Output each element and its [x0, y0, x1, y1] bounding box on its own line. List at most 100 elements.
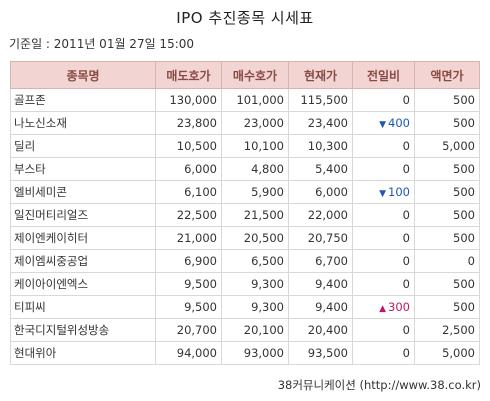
bid-price: 10,100 [221, 134, 289, 158]
current-price: 20,750 [288, 226, 353, 250]
ask-price: 20,700 [155, 318, 222, 342]
bid-price: 101,000 [221, 88, 289, 112]
stock-name: 엘비세미콘 [10, 180, 156, 204]
bid-price: 20,500 [221, 226, 289, 250]
price-change-value: 0 [402, 208, 410, 222]
stock-name: 일진머티리얼즈 [10, 203, 156, 227]
source-credit: 38커뮤니케이션 (http://www.38.co.kr) [277, 378, 481, 392]
bid-price: 23,000 [221, 111, 289, 135]
bid-price: 9,300 [221, 295, 289, 319]
price-change-value: 0 [402, 139, 410, 153]
price-change: 0 [352, 341, 415, 365]
stock-name: 부스타 [10, 157, 156, 181]
par-value: 500 [414, 272, 480, 296]
table-row: 한국디지털위성방송 20,700 20,100 20,400 0 2,500 [10, 318, 480, 342]
table-row: 나노신소재 23,800 23,000 23,400 ▼ 400 500 [10, 111, 480, 135]
current-price: 9,400 [288, 295, 353, 319]
column-header-price: 현재가 [288, 61, 353, 89]
ipo-quote-table: 종목명 매도호가 매수호가 현재가 전일비 액면가 골프존 130,000 101,… [10, 61, 480, 365]
current-price: 23,400 [288, 111, 353, 135]
table-row: 제이엔케이히터 21,000 20,500 20,750 0 500 [10, 226, 480, 250]
bid-price: 4,800 [221, 157, 289, 181]
table-row: 케이아이엔엑스 9,500 9,300 9,400 0 500 [10, 272, 480, 296]
table-body: 골프존 130,000 101,000 115,500 0 500 나노신소재 23,800 2… [10, 88, 480, 365]
price-change-value: 400 [388, 116, 410, 130]
price-change-value: 0 [402, 346, 410, 360]
table-row: 엘비세미콘 6,100 5,900 6,000 ▼ 100 500 [10, 180, 480, 204]
table-row: 티피씨 9,500 9,300 9,400 ▲ 300 500 [10, 295, 480, 319]
triangle-down-icon: ▼ [379, 120, 387, 130]
column-header-bid: 매수호가 [221, 61, 289, 89]
par-value: 5,000 [414, 341, 480, 365]
par-value: 0 [414, 249, 480, 273]
price-change-value: 0 [402, 277, 410, 291]
ask-price: 6,900 [155, 249, 222, 273]
price-change: 0 [352, 272, 415, 296]
ask-price: 94,000 [155, 341, 222, 365]
current-price: 10,300 [288, 134, 353, 158]
ask-price: 22,500 [155, 203, 222, 227]
price-change-value: 0 [402, 162, 410, 176]
table-row: 부스타 6,000 4,800 5,400 0 500 [10, 157, 480, 181]
price-change: 0 [352, 226, 415, 250]
triangle-down-icon: ▼ [379, 189, 387, 199]
price-change-value: 0 [402, 254, 410, 268]
table-row: 일진머티리얼즈 22,500 21,500 22,000 0 500 [10, 203, 480, 227]
ask-price: 23,800 [155, 111, 222, 135]
par-value: 500 [414, 226, 480, 250]
ask-price: 21,000 [155, 226, 222, 250]
par-value: 500 [414, 180, 480, 204]
price-change: ▼ 100 [352, 180, 415, 204]
current-price: 20,400 [288, 318, 353, 342]
stock-name: 골프존 [10, 88, 156, 112]
stock-name: 현대위아 [10, 341, 156, 365]
ask-price: 130,000 [155, 88, 222, 112]
page-title: IPO 추진종목 시세표 [176, 9, 314, 27]
current-price: 6,000 [288, 180, 353, 204]
current-price: 5,400 [288, 157, 353, 181]
stock-name: 딜리 [10, 134, 156, 158]
price-change: 0 [352, 203, 415, 227]
price-change: 0 [352, 88, 415, 112]
price-change-value: 100 [388, 185, 410, 199]
table-row: 제이엠씨중공업 6,900 6,500 6,700 0 0 [10, 249, 480, 273]
current-price: 22,000 [288, 203, 353, 227]
bid-price: 9,300 [221, 272, 289, 296]
current-price: 115,500 [288, 88, 353, 112]
price-change: 0 [352, 157, 415, 181]
par-value: 500 [414, 88, 480, 112]
par-value: 500 [414, 203, 480, 227]
stock-name: 제이엠씨중공업 [10, 249, 156, 273]
table-row: 현대위아 94,000 93,000 93,500 0 5,000 [10, 341, 480, 365]
stock-name: 제이엔케이히터 [10, 226, 156, 250]
price-change: ▼ 400 [352, 111, 415, 135]
stock-name: 나노신소재 [10, 111, 156, 135]
price-change-value: 0 [402, 93, 410, 107]
bid-price: 21,500 [221, 203, 289, 227]
price-change-value: 0 [402, 231, 410, 245]
column-header-par: 액면가 [414, 61, 480, 89]
stock-name: 한국디지털위성방송 [10, 318, 156, 342]
price-change: 0 [352, 318, 415, 342]
par-value: 500 [414, 111, 480, 135]
column-header-change: 전일비 [352, 61, 415, 89]
ask-price: 9,500 [155, 295, 222, 319]
triangle-up-icon: ▲ [379, 304, 387, 314]
bid-price: 93,000 [221, 341, 289, 365]
table-header-row: 종목명 매도호가 매수호가 현재가 전일비 액면가 [10, 61, 480, 89]
reference-date: 기준일 : 2011년 01월 27일 15:00 [9, 37, 195, 51]
bid-price: 6,500 [221, 249, 289, 273]
par-value: 2,500 [414, 318, 480, 342]
ask-price: 10,500 [155, 134, 222, 158]
current-price: 9,400 [288, 272, 353, 296]
ask-price: 6,000 [155, 157, 222, 181]
price-change-value: 0 [402, 323, 410, 337]
par-value: 500 [414, 157, 480, 181]
price-change: 0 [352, 134, 415, 158]
par-value: 5,000 [414, 134, 480, 158]
price-change: 0 [352, 249, 415, 273]
column-header-ask: 매도호가 [155, 61, 222, 89]
current-price: 6,700 [288, 249, 353, 273]
par-value: 500 [414, 295, 480, 319]
table-row: 딜리 10,500 10,100 10,300 0 5,000 [10, 134, 480, 158]
